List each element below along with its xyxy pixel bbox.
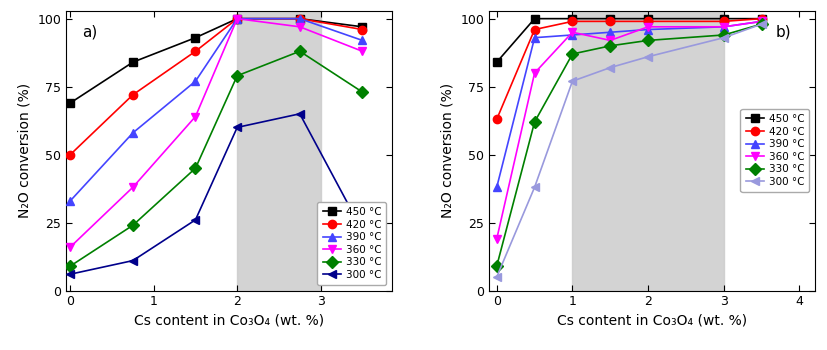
Bar: [572, 10, 724, 290]
X-axis label: Cs content in Co₃O₄ (wt. %): Cs content in Co₃O₄ (wt. %): [134, 314, 324, 328]
Legend: 450 °C, 420 °C, 390 °C, 360 °C, 330 °C, 300 °C: 450 °C, 420 °C, 390 °C, 360 °C, 330 °C, …: [740, 109, 810, 192]
Legend: 450 °C, 420 °C, 390 °C, 360 °C, 330 °C, 300 °C: 450 °C, 420 °C, 390 °C, 360 °C, 330 °C, …: [318, 202, 386, 285]
Bar: [237, 10, 321, 290]
Y-axis label: N₂O conversion (%): N₂O conversion (%): [441, 83, 455, 218]
Text: b): b): [776, 25, 791, 40]
Text: a): a): [83, 25, 98, 40]
X-axis label: Cs content in Co₃O₄ (wt. %): Cs content in Co₃O₄ (wt. %): [557, 314, 747, 328]
Y-axis label: N₂O conversion (%): N₂O conversion (%): [18, 83, 32, 218]
